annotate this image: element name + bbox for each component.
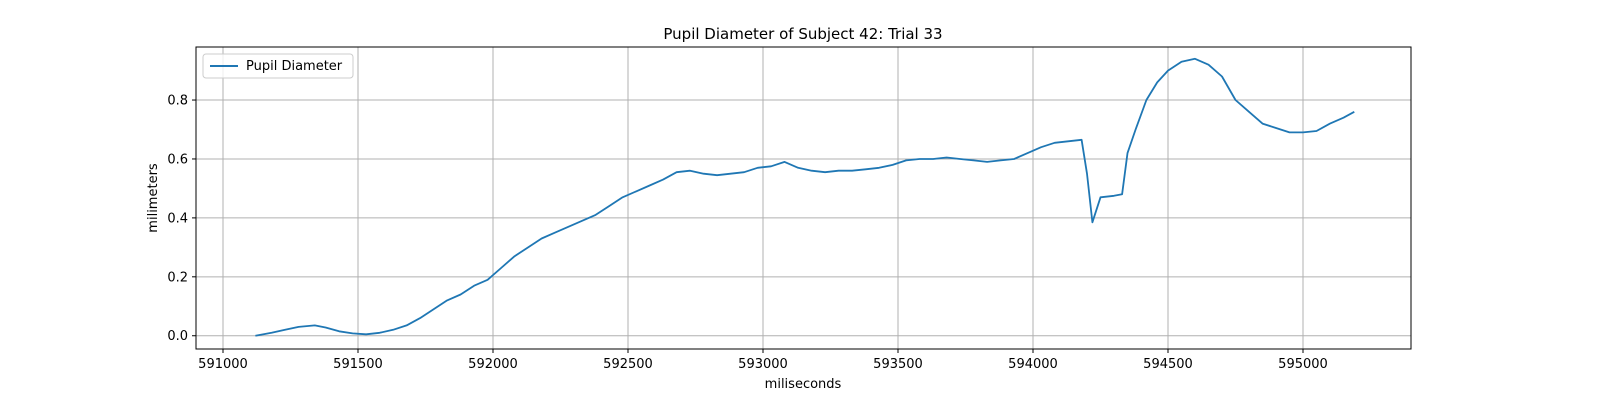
y-tick-label: 0.0 bbox=[167, 329, 188, 344]
series-line-pupil-diameter bbox=[255, 57, 1355, 337]
legend-label: Pupil Diameter bbox=[246, 59, 343, 74]
x-tick-label: 592500 bbox=[603, 357, 653, 372]
x-tick-label: 593000 bbox=[738, 357, 788, 372]
legend: Pupil Diameter bbox=[202, 53, 354, 79]
y-tick-label: 0.8 bbox=[167, 94, 188, 109]
x-axis-title: miliseconds bbox=[765, 377, 842, 392]
x-tick-label: 591000 bbox=[198, 357, 248, 372]
chart-title: Pupil Diameter of Subject 42: Trial 33 bbox=[663, 25, 942, 43]
x-tick-label: 593500 bbox=[873, 357, 923, 372]
x-tick-label: 594500 bbox=[1143, 357, 1193, 372]
x-tick-label: 595000 bbox=[1278, 357, 1328, 372]
axis-ticks: 591000 591500 592000 592500 593000 593500 5940… bbox=[167, 94, 1328, 372]
series-layer bbox=[255, 57, 1355, 337]
legend-box bbox=[202, 53, 354, 79]
y-tick-label: 0.2 bbox=[167, 270, 188, 285]
plot-area-frame bbox=[195, 46, 1412, 350]
y-tick-label: 0.6 bbox=[167, 152, 188, 167]
grid bbox=[196, 47, 1411, 349]
y-tick-label: 0.4 bbox=[167, 211, 188, 226]
x-tick-label: 592000 bbox=[468, 357, 518, 372]
y-axis-title: milimeters bbox=[146, 163, 161, 233]
x-tick-label: 594000 bbox=[1008, 357, 1058, 372]
x-tick-label: 591500 bbox=[333, 357, 383, 372]
